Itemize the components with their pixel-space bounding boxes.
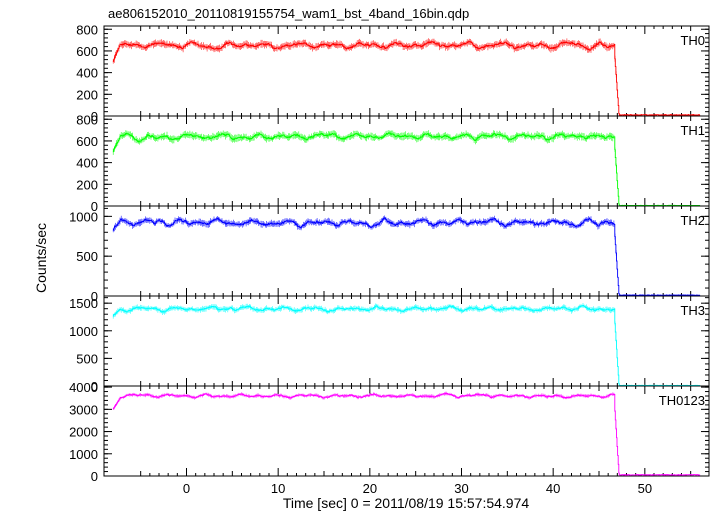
panel-label: TH1 (680, 123, 705, 138)
y-tick-label: 0 (91, 469, 98, 484)
series-line (112, 305, 701, 387)
chart-title: ae806152010_20110819155754_wam1_bst_4ban… (108, 6, 469, 21)
y-tick-label: 500 (76, 249, 98, 264)
y-tick-label: 0 (91, 289, 98, 304)
y-tick-label: 600 (76, 134, 98, 149)
y-tick-label: 1000 (69, 324, 98, 339)
panel-label: TH3 (680, 303, 705, 318)
series-line (112, 41, 701, 116)
series-error-bars (112, 215, 701, 296)
series-line (112, 392, 701, 476)
y-axis-label: Counts/sec (33, 223, 49, 293)
panel-label: TH0 (680, 33, 705, 48)
y-tick-label: 0 (91, 109, 98, 124)
y-tick-label: 1500 (69, 296, 98, 311)
panel-th0123: 0 1000 2000 3000 4000 TH0123 (69, 380, 710, 484)
x-tick-label: 40 (546, 481, 560, 496)
x-axis-label: Time [sec] 0 = 2011/08/19 15:57:54.974 (283, 495, 530, 511)
x-tick-label: 50 (638, 481, 652, 496)
series-error-bars (112, 130, 701, 206)
y-tick-label: 400 (76, 156, 98, 171)
series-error-bars (112, 391, 701, 476)
x-tick-label: 0 (183, 481, 190, 496)
y-tick-label: 0 (91, 199, 98, 214)
y-tick-label: 200 (76, 177, 98, 192)
series-error-bars (112, 38, 701, 116)
panel-th2: 0 500 1000 TH2 (69, 205, 710, 304)
y-tick-label: 0 (91, 379, 98, 394)
y-tick-label: 600 (76, 44, 98, 59)
y-tick-label: 500 (76, 351, 98, 366)
x-tick-label: 30 (454, 481, 468, 496)
y-tick-label: 4000 (69, 380, 98, 395)
x-tick-label: 10 (271, 481, 285, 496)
panel-th1: 0 200 400 600 800 TH1 (76, 112, 710, 214)
y-tick-label: 200 (76, 87, 98, 102)
series-line (112, 217, 701, 296)
y-tick-label: 800 (76, 112, 98, 127)
panel-th3: 0 500 1000 1500 TH3 (69, 295, 710, 394)
series-line (112, 132, 701, 207)
panel-label: TH0123 (659, 393, 705, 408)
panel-th0: 0 200 400 600 800 TH0 (76, 22, 710, 124)
x-tick-label: 20 (363, 481, 377, 496)
y-tick-label: 800 (76, 22, 98, 37)
y-tick-label: 400 (76, 66, 98, 81)
y-tick-label: 1000 (69, 447, 98, 462)
panel-label: TH2 (680, 213, 705, 228)
y-tick-label: 3000 (69, 402, 98, 417)
series-error-bars (112, 303, 701, 386)
panels: 0200400600800TH00200400600800TH105001000… (69, 22, 710, 496)
y-tick-label: 2000 (69, 425, 98, 440)
y-tick-label: 1000 (69, 209, 98, 224)
